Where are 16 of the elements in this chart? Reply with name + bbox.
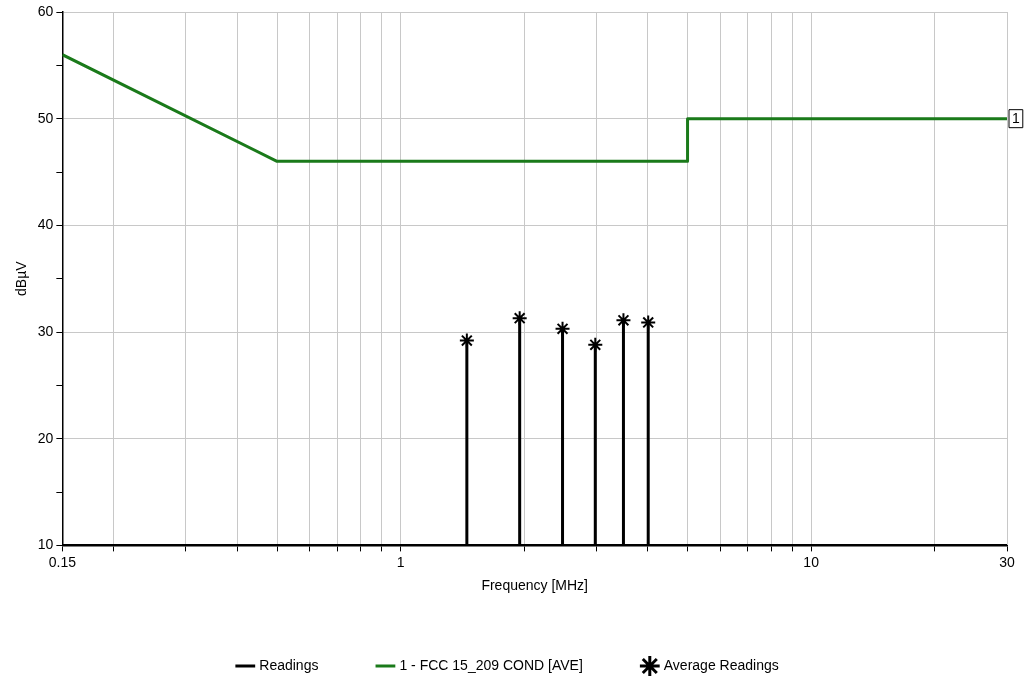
- x-tick-label: 0.15: [48, 553, 77, 570]
- legend-label: Readings: [259, 656, 319, 673]
- y-tick-label: 40: [37, 216, 54, 233]
- y-tick-label: 60: [37, 2, 54, 19]
- y-tick-label: 50: [37, 109, 54, 126]
- annotation: 1: [1012, 109, 1020, 126]
- legend-label: Average Readings: [663, 656, 779, 673]
- y-axis-title: dBµV: [13, 260, 30, 296]
- x-axis-title: Frequency [MHz]: [481, 577, 588, 594]
- y-tick-label: 30: [37, 322, 54, 339]
- y-tick-label: 10: [37, 536, 54, 553]
- legend-label: 1 - FCC 15_209 COND [AVE]: [399, 656, 583, 673]
- x-tick-label: 10: [803, 553, 820, 570]
- x-tick-label: 1: [396, 553, 405, 570]
- x-tick-label: 30: [999, 553, 1015, 570]
- y-tick-label: 20: [37, 429, 54, 446]
